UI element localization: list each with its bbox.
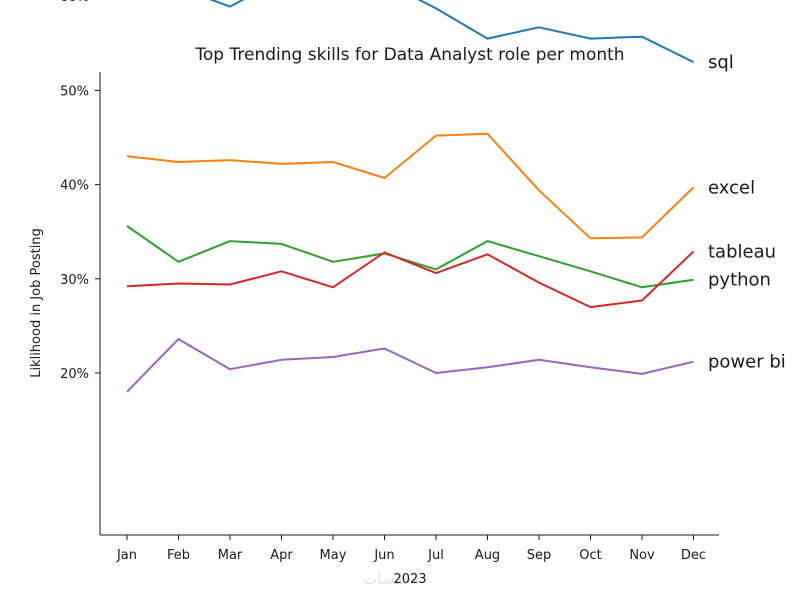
x-ticks: Jan Feb Mar Apr May Jun Jul Aug Sep Oct Nov Dec: [116, 535, 706, 563]
series-label-sql: sql: [708, 52, 734, 73]
series-line-sql: [209, 0, 694, 63]
x-tick-label: Sep: [527, 548, 552, 563]
series-label-tableau: tableau: [708, 241, 776, 262]
x-axis-label: 2023: [393, 572, 426, 587]
series-label-excel: excel: [708, 177, 755, 198]
x-tick-label: May: [320, 548, 347, 563]
series-lines: [126, 0, 695, 393]
y-tick-label: 40%: [60, 179, 89, 194]
x-tick-label: Nov: [629, 548, 655, 563]
y-tick-label: 60%: [60, 0, 89, 5]
series-labels: sql excel python tableau power bi: [708, 52, 786, 373]
y-axis-label: Liklihood in Job Posting: [29, 228, 44, 378]
series-line-python: [126, 225, 694, 289]
chart-title: Top Trending skills for Data Analyst rol…: [194, 45, 624, 65]
series-line-excel: [126, 132, 695, 240]
watermark: خمسات: [363, 570, 413, 588]
x-tick-label: Dec: [681, 548, 706, 563]
x-tick-label: Feb: [167, 548, 190, 563]
y-tick-label: 20%: [60, 367, 89, 382]
series-label-python: python: [708, 270, 771, 291]
x-tick-label: Jun: [373, 548, 394, 563]
series-line-tableau: [126, 250, 695, 309]
y-tick-label: 30%: [60, 273, 89, 288]
x-tick-label: Apr: [270, 548, 293, 563]
x-tick-label: Jan: [116, 548, 137, 563]
x-tick-label: Jul: [427, 548, 444, 563]
y-tick-label: 50%: [60, 84, 89, 99]
y-ticks: 20% 30% 40% 50% 60%: [60, 0, 100, 382]
series-line-power-bi: [126, 338, 694, 393]
x-tick-label: Aug: [475, 548, 500, 563]
x-tick-label: Oct: [579, 548, 601, 563]
series-label-power-bi: power bi: [708, 352, 786, 373]
x-tick-label: Mar: [218, 548, 243, 563]
